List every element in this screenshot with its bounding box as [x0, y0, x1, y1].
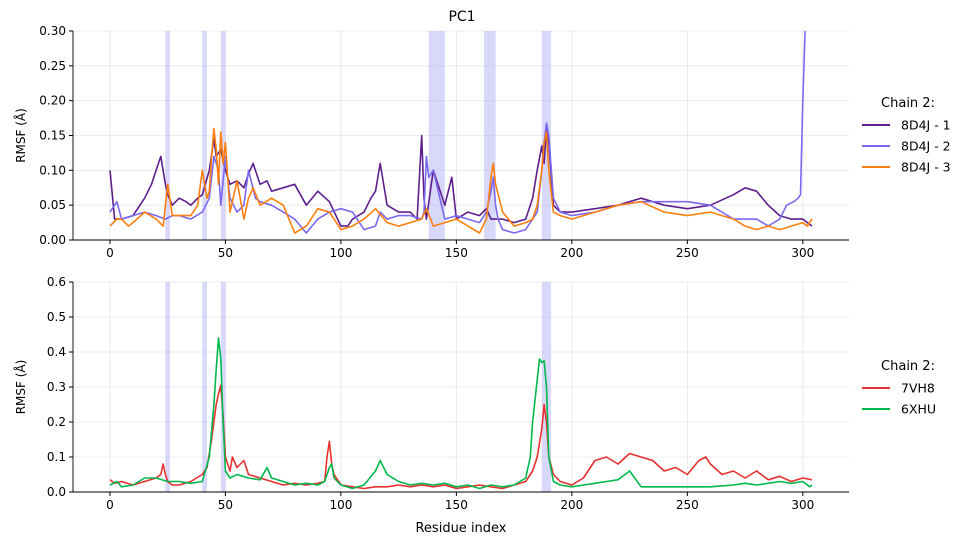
y-tick-label: 0.30 [39, 24, 66, 38]
y-tick-label: 0.00 [39, 233, 66, 247]
y-tick-label: 0.20 [39, 94, 66, 108]
legend-label: 6XHU [901, 402, 936, 417]
highlight-band [202, 31, 207, 240]
series-line [109, 127, 813, 234]
highlight-band [484, 31, 496, 240]
x-tick-label: 100 [329, 246, 352, 260]
highlight-band [220, 282, 226, 492]
x-tick-label: 200 [560, 498, 583, 512]
figure-title: PC1 [448, 9, 475, 25]
y-tick-label: 0.5 [47, 310, 66, 324]
legend-label: 8D4J - 2 [901, 139, 951, 154]
x-tick-label: 200 [560, 246, 583, 260]
y-tick-label: 0.2 [47, 415, 66, 429]
series-line [109, 337, 813, 490]
highlight-band [165, 31, 170, 240]
legend-label: 8D4J - 1 [901, 118, 951, 133]
y-tick-label: 0.1 [47, 450, 66, 464]
series-lines [109, 30, 813, 234]
x-tick-label: 0 [106, 498, 114, 512]
highlight-band [202, 282, 207, 492]
grid [73, 281, 849, 493]
y-tick-label: 0.4 [47, 345, 66, 359]
y-tick-label: 0.3 [47, 380, 66, 394]
y-tick-label: 0.25 [39, 59, 66, 73]
x-axis-label: Residue index [415, 521, 506, 536]
grid [73, 30, 849, 241]
series-line [109, 30, 806, 234]
legend-title: Chain 2: [881, 96, 935, 111]
chart-panel-top: 0 50 100 150 200 250 300 0.00 0.05 0.10 0.15 0.20 0.… [13, 24, 951, 260]
legend-title: Chain 2: [881, 359, 935, 374]
series-lines [109, 337, 813, 490]
legend: Chain 2: 8D4J - 1 8D4J - 2 8D4J - 3 [862, 96, 951, 175]
y-tick-label: 0.0 [47, 485, 66, 499]
x-tick-label: 300 [791, 498, 814, 512]
highlight-band [220, 31, 226, 240]
x-tick-label: 50 [218, 498, 233, 512]
legend-label: 7VH8 [901, 381, 935, 396]
y-axis-label: RMSF (Å) [13, 108, 28, 163]
legend-label: 8D4J - 3 [901, 160, 951, 175]
series-line [109, 127, 813, 227]
chart-panel-bottom: 0 50 100 150 200 250 300 0.0 0.1 0.2 0.3 0.4 0.5 0.6 R… [13, 275, 936, 536]
legend: Chain 2: 7VH8 6XHU [862, 359, 936, 417]
y-tick-label: 0.10 [39, 163, 66, 177]
x-tick-label: 150 [445, 246, 468, 260]
x-tick-label: 250 [676, 246, 699, 260]
x-tick-label: 50 [218, 246, 233, 260]
highlight-band [428, 31, 445, 240]
highlight-band [165, 282, 170, 492]
y-tick-label: 0.6 [47, 275, 66, 289]
x-tick-label: 100 [329, 498, 352, 512]
x-tick-label: 250 [676, 498, 699, 512]
y-tick-label: 0.15 [39, 129, 66, 143]
series-line [109, 384, 813, 490]
x-tick-label: 300 [791, 246, 814, 260]
y-axis-label: RMSF (Å) [13, 360, 28, 415]
x-tick-label: 0 [106, 246, 114, 260]
x-tick-label: 150 [445, 498, 468, 512]
y-tick-label: 0.05 [39, 198, 66, 212]
